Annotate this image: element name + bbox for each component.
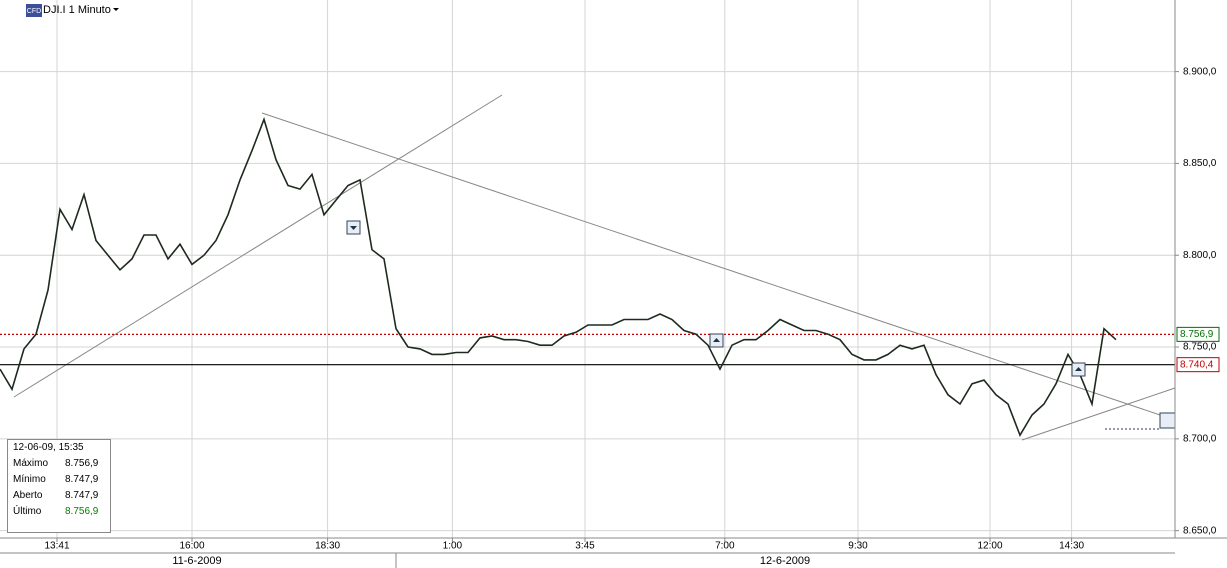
info-key: Último bbox=[13, 506, 42, 517]
info-box: 12-06-09, 15:35 Máximo 8.756,9 Mínimo 8.747… bbox=[7, 439, 111, 533]
marker-icon bbox=[1075, 367, 1082, 371]
info-row: Mínimo 8.747,9 bbox=[8, 472, 110, 488]
marker-icon bbox=[713, 338, 720, 342]
x-tick-label: 13:41 bbox=[44, 541, 69, 552]
dropdown-arrow[interactable] bbox=[113, 8, 119, 11]
info-row: Último 8.756,9 bbox=[8, 504, 110, 520]
marker-icon bbox=[350, 226, 357, 230]
grid bbox=[0, 0, 1175, 538]
info-key: Máximo bbox=[13, 458, 49, 469]
info-value: 8.756,9 bbox=[65, 458, 99, 469]
trend-line bbox=[261, 112, 1176, 421]
trend-line bbox=[1021, 387, 1176, 441]
x-tick-label: 3:45 bbox=[575, 541, 595, 552]
badge bbox=[26, 4, 42, 17]
date-label: 12-6-2009 bbox=[760, 555, 810, 567]
y-tick-label: 8.800,0 bbox=[1183, 250, 1217, 261]
y-tick-label: 8.900,0 bbox=[1183, 66, 1217, 77]
info-key: Mínimo bbox=[13, 474, 46, 485]
x-tick-label: 16:00 bbox=[179, 541, 204, 552]
y-tick-label: 8.750,0 bbox=[1183, 342, 1217, 353]
info-key: Aberto bbox=[13, 490, 43, 501]
chart-title: DJI.I 1 Minuto bbox=[43, 4, 111, 16]
x-tick-label: 7:00 bbox=[715, 541, 735, 552]
price-line bbox=[0, 116, 1117, 438]
alert-marker bbox=[1159, 412, 1176, 429]
x-tick-label: 1:00 bbox=[443, 541, 463, 552]
date-label: 11-6-2009 bbox=[172, 555, 221, 567]
badge-text: CFD bbox=[27, 8, 41, 15]
info-value: 8.747,9 bbox=[65, 474, 99, 485]
info-row: Aberto 8.747,9 bbox=[8, 488, 110, 504]
x-tick-label: 18:30 bbox=[315, 541, 340, 552]
info-row: Máximo 8.756,9 bbox=[8, 456, 110, 472]
price-label-box bbox=[1176, 357, 1220, 373]
y-tick-label: 8.700,0 bbox=[1183, 433, 1217, 444]
y-tick-label: 8.650,0 bbox=[1183, 525, 1217, 536]
x-tick-label: 14:30 bbox=[1059, 541, 1084, 552]
price-label: 8.740,4 bbox=[1180, 359, 1214, 370]
trend-line bbox=[13, 94, 503, 398]
info-title: 12-06-09, 15:35 bbox=[13, 442, 84, 453]
price-label-box bbox=[1176, 326, 1220, 342]
x-tick-label: 9:30 bbox=[848, 541, 868, 552]
price-label: 8.756,9 bbox=[1180, 329, 1214, 340]
info-value: 8.756,9 bbox=[65, 506, 99, 517]
plot bbox=[0, 116, 1175, 438]
y-tick-label: 8.850,0 bbox=[1183, 158, 1217, 169]
x-tick-label: 12:00 bbox=[977, 541, 1002, 552]
y-axis-panel bbox=[1175, 0, 1227, 538]
info-value: 8.747,9 bbox=[65, 490, 99, 501]
